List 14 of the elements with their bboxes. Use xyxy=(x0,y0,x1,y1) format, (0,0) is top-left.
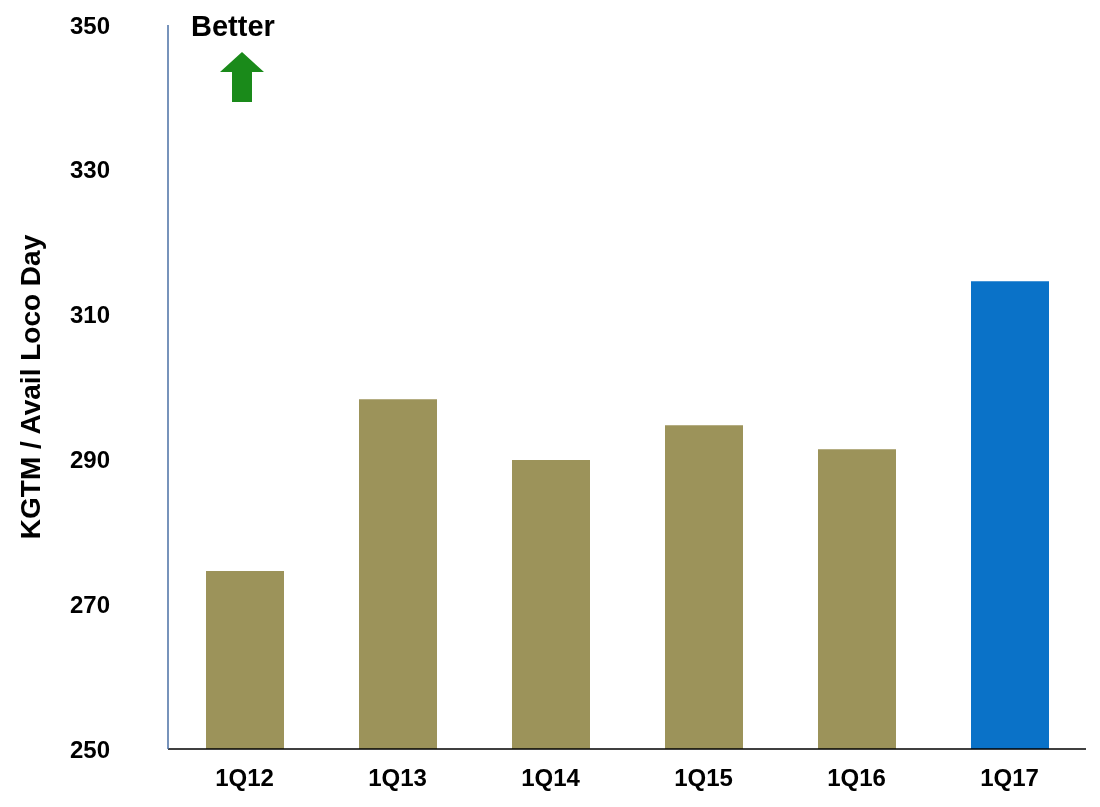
x-tick-label: 1Q12 xyxy=(215,764,274,792)
annotation: Better xyxy=(191,10,275,43)
x-tick-label: 1Q16 xyxy=(827,764,886,792)
x-tick-label: 1Q15 xyxy=(674,764,733,792)
x-tick-label: 1Q14 xyxy=(521,764,581,792)
y-tick-label: 350 xyxy=(69,11,110,39)
x-tick-label: 1Q17 xyxy=(980,764,1039,792)
y-tick-label: 270 xyxy=(69,590,110,618)
y-axis-title: KGTM / Avail Loco Day xyxy=(14,234,46,540)
y-tick-label: 310 xyxy=(69,301,110,329)
y-tick-label: 330 xyxy=(69,156,110,184)
y-tick-label: 290 xyxy=(69,445,110,473)
y-tick-label: 250 xyxy=(69,735,110,763)
x-tick-label: 1Q13 xyxy=(368,764,427,792)
